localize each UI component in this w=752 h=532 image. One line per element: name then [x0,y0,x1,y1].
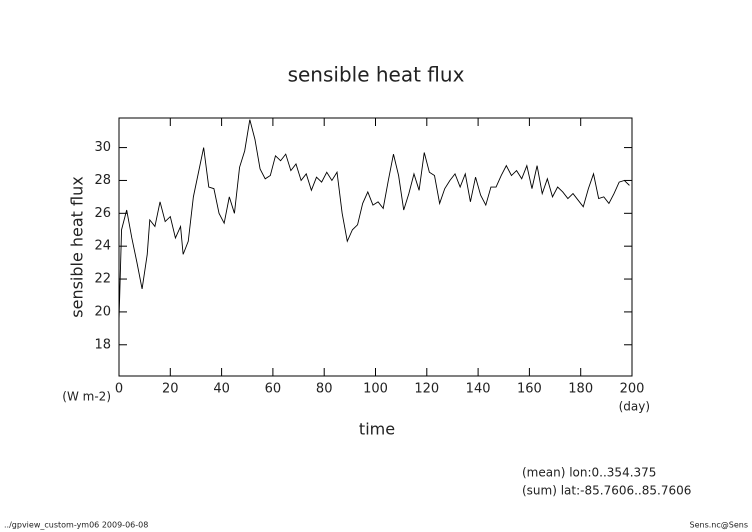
x-tick-label: 160 [517,382,542,397]
plot-frame [118,117,633,377]
y-tick-label: 28 [94,173,111,188]
y-tick-label: 18 [94,337,111,352]
y-axis-label: sensible heat flux [68,176,87,317]
x-tick-label: 200 [620,382,645,397]
x-unit: (day) [619,400,650,414]
x-tick-label: 40 [213,382,230,397]
y-tick-label: 26 [94,206,111,221]
x-tick-label: 60 [265,382,282,397]
annotation: (mean) lon:0..354.375 [522,466,656,480]
footer-right: Sens.nc@Sens [690,521,749,530]
data-line [118,119,630,321]
y-tick-label: 22 [94,272,111,287]
x-tick-label: 180 [568,382,593,397]
footer-left: ../gpview_custom-ym06 2009-06-08 [4,521,148,530]
x-tick-label: 80 [316,382,333,397]
chart-title: sensible heat flux [288,63,465,87]
x-tick-label: 100 [363,382,388,397]
y-tick-label: 24 [94,239,111,254]
annotation: (sum) lat:-85.7606..85.7606 [522,484,691,498]
x-axis-label: time [359,420,395,439]
y-unit: (W m-2) [62,390,111,404]
y-tick-label: 20 [94,304,111,319]
y-tick-label: 30 [94,140,111,155]
x-tick-label: 120 [414,382,439,397]
x-tick-label: 0 [115,382,123,397]
x-tick-label: 20 [162,382,179,397]
x-tick-label: 140 [466,382,491,397]
